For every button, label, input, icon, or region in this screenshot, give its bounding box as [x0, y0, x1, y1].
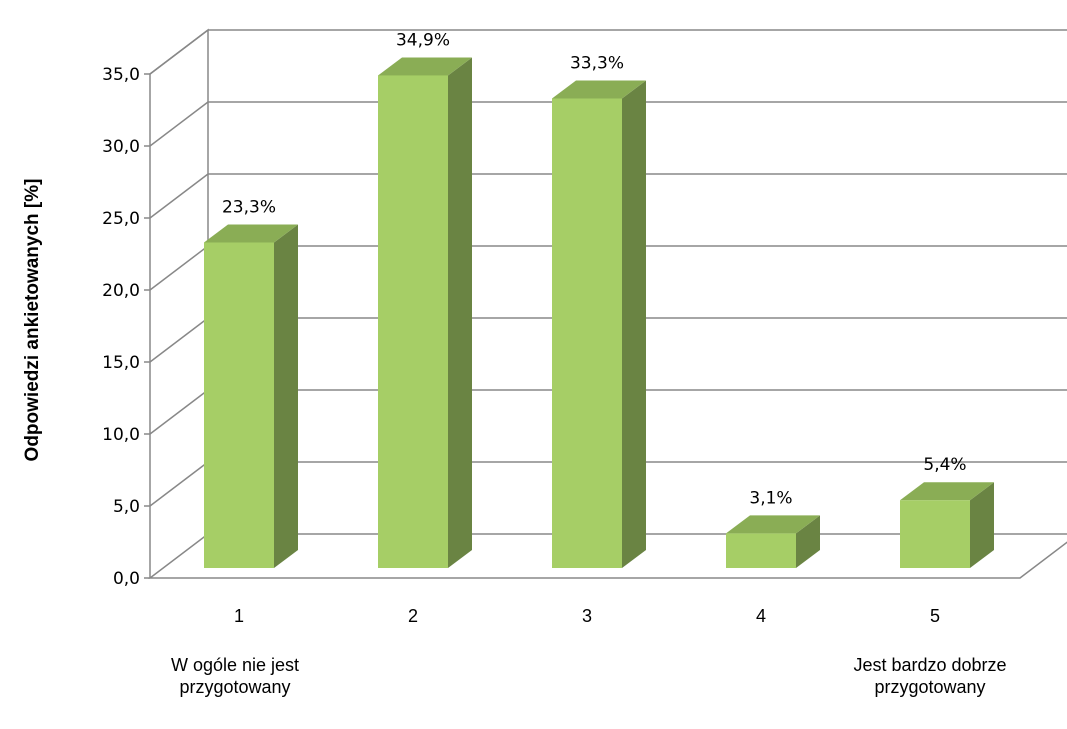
- bar: [726, 533, 796, 568]
- x-tick-label: 3: [582, 606, 592, 626]
- bars: [204, 57, 994, 569]
- bar-4: [726, 515, 820, 568]
- bar-side: [274, 224, 298, 569]
- gridline-side: [149, 29, 209, 75]
- bar-top: [900, 482, 994, 501]
- gridline-side: [149, 317, 209, 363]
- data-label: 3,1%: [749, 488, 792, 508]
- y-tick-label: 25,0: [102, 209, 140, 229]
- bar-side: [970, 482, 994, 568]
- bar: [900, 500, 970, 568]
- y-tick-label: 15,0: [102, 353, 140, 373]
- bar: [378, 75, 448, 568]
- data-label: 5,4%: [923, 455, 966, 475]
- x-axis-ticks: 1 2 3 4 5: [234, 606, 940, 626]
- y-tick-label: 20,0: [102, 281, 140, 301]
- gridline-side: [149, 389, 209, 435]
- data-label: 33,3%: [570, 53, 624, 73]
- gridline-side: [149, 173, 209, 219]
- bar-top: [204, 224, 298, 243]
- data-label: 23,3%: [222, 197, 276, 217]
- bar-2: [378, 57, 472, 568]
- x-tick-label: 1: [234, 606, 244, 626]
- bar-top: [552, 80, 646, 99]
- y-tick-label: 35,0: [102, 65, 140, 85]
- bar: [552, 98, 622, 568]
- bar-side: [796, 515, 820, 568]
- data-labels: 23,3% 34,9% 33,3% 3,1% 5,4%: [222, 30, 967, 508]
- bar-top: [378, 57, 472, 76]
- y-axis-title: Odpowiedzi ankietowanych [%]: [22, 179, 43, 462]
- x-tick-label: 2: [408, 606, 418, 626]
- y-tick-label: 10,0: [102, 425, 140, 445]
- bar: [204, 242, 274, 569]
- chart-side-wall: [149, 28, 209, 578]
- x-tick-label: 5: [930, 606, 940, 626]
- gridline-side: [149, 245, 209, 291]
- chart-floor: [147, 533, 1067, 579]
- x-tick-label: 4: [756, 606, 766, 626]
- y-tick-label: 0,0: [113, 569, 140, 589]
- y-tick-label: 5,0: [113, 497, 140, 517]
- data-label: 34,9%: [396, 30, 450, 50]
- y-axis-ticks: 0,0 5,0 10,0 15,0 20,0 25,0 30,0 35,0: [102, 65, 150, 589]
- bar-3: [552, 80, 646, 568]
- y-tick-label: 30,0: [102, 137, 140, 157]
- bar-5: [900, 482, 994, 568]
- bar-side: [622, 80, 646, 568]
- bar-side: [448, 57, 472, 568]
- category-annotation-first: W ogóle nie jest przygotowany: [170, 655, 300, 697]
- gridline-side: [149, 101, 209, 147]
- bar-1: [204, 224, 298, 569]
- category-annotation-last: Jest bardzo dobrze przygotowany: [853, 655, 1007, 697]
- gridline-side: [149, 461, 209, 507]
- bar-top: [726, 515, 820, 534]
